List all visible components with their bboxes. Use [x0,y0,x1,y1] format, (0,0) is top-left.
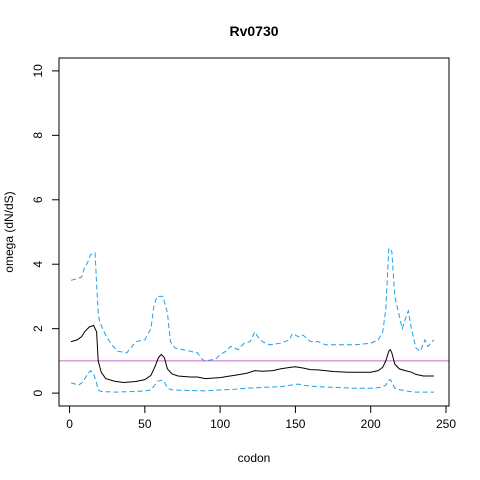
x-tick-label: 200 [361,417,381,431]
x-tick-label: 100 [210,417,230,431]
x-axis: 0 50 100 150 200 250 [66,405,456,431]
y-axis-label: omega (dN/dS) [2,191,16,272]
series-estimate-line [70,324,434,384]
x-axis-label: codon [238,451,271,465]
plot-area [59,246,449,393]
chart-title: Rv0730 [229,23,278,39]
y-tick-label: 2 [31,325,45,332]
x-tick-label: 150 [285,417,305,431]
series-upper-line [70,246,435,362]
x-tick-label: 0 [66,417,73,431]
y-tick-label: 8 [31,132,45,139]
x-tick-label: 250 [436,417,456,431]
y-tick-label: 10 [31,64,45,78]
y-tick-label: 6 [31,196,45,203]
y-tick-label: 4 [31,261,45,268]
y-tick-label: 0 [31,389,45,396]
plot-frame [58,57,450,407]
series-lower-line [70,369,434,393]
y-axis: 0 2 4 6 8 10 [31,64,60,396]
x-tick-label: 50 [138,417,152,431]
